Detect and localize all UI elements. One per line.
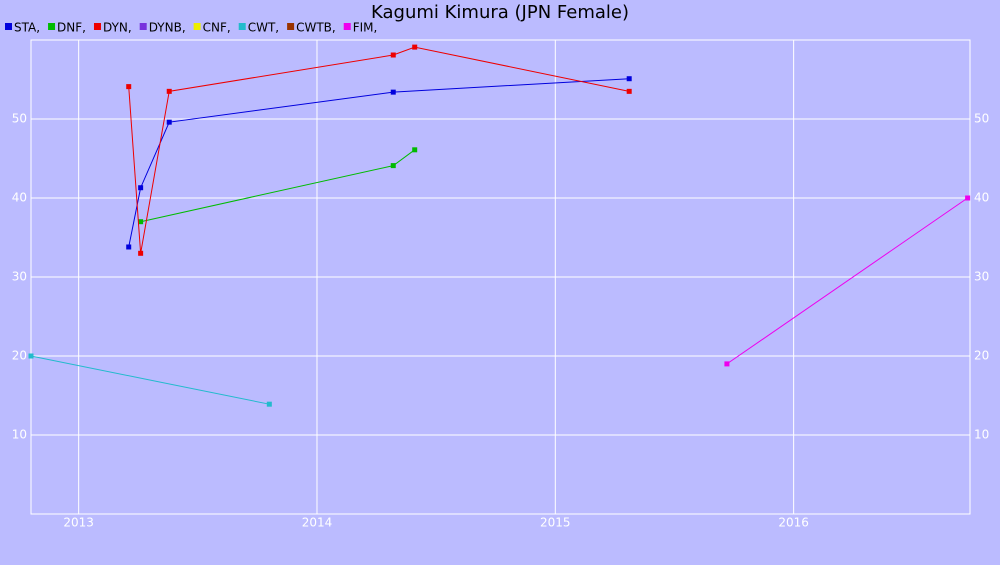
legend-swatch: [343, 23, 351, 30]
y-tick-label: 40: [12, 191, 27, 205]
data-point: [412, 147, 418, 153]
series-line: [726, 197, 968, 365]
x-tick-label: 2015: [540, 516, 571, 530]
y-tick-label: 30: [12, 270, 27, 284]
legend-swatch: [5, 23, 12, 30]
legend-label: DNF,: [57, 21, 86, 35]
y-tick-label: 10: [12, 428, 27, 442]
y2-tick-label: 10: [974, 428, 989, 442]
series-line: [128, 46, 630, 254]
legend-label: CWTB,: [296, 21, 336, 35]
series-line: [30, 355, 270, 405]
data-point: [390, 163, 396, 169]
data-point: [724, 361, 730, 367]
legend-swatch: [139, 23, 147, 30]
y2-tick-label: 30: [974, 270, 989, 284]
legend-label: FIM,: [353, 21, 378, 35]
data-point: [126, 244, 132, 250]
legend-label: STA,: [14, 21, 40, 35]
data-point: [138, 185, 144, 191]
legend-label: CWT,: [248, 21, 279, 35]
x-tick-label: 2013: [63, 516, 94, 530]
y2-tick-label: 40: [974, 191, 989, 205]
y-tick-label: 50: [12, 112, 27, 126]
legend-swatch: [193, 23, 201, 30]
legend-swatch: [238, 23, 246, 30]
data-point: [126, 84, 132, 90]
data-point: [626, 76, 632, 82]
chart-title: Kagumi Kimura (JPN Female): [371, 2, 629, 23]
legend-swatch: [287, 23, 295, 30]
data-point: [138, 250, 144, 256]
data-point: [166, 119, 172, 125]
data-point: [28, 353, 34, 359]
legend-label: CNF,: [203, 21, 231, 35]
y2-tick-label: 20: [974, 349, 989, 363]
legend-label: DYN,: [103, 21, 132, 35]
legend-swatch: [48, 23, 56, 30]
y2-tick-label: 50: [974, 112, 989, 126]
legend-label: DYNB,: [149, 21, 186, 35]
y-tick-label: 20: [12, 349, 27, 363]
data-point: [965, 195, 971, 201]
legend-swatch: [93, 23, 101, 30]
data-point: [166, 88, 172, 94]
x-tick-label: 2014: [302, 516, 333, 530]
data-point: [390, 89, 396, 95]
data-point: [626, 88, 632, 94]
x-tick-label: 2016: [778, 516, 809, 530]
data-point: [412, 44, 418, 50]
data-point: [138, 219, 144, 225]
data-point: [390, 52, 396, 58]
data-point: [266, 401, 272, 407]
